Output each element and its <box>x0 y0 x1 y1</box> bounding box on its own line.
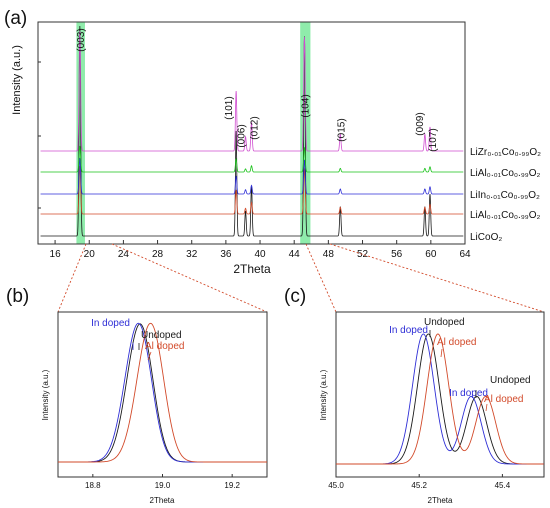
series-line-3 <box>40 145 464 173</box>
series-line-2 <box>40 157 464 195</box>
x-tick-label: 45.4 <box>495 481 511 490</box>
panel-b-x-ticks: 18.8 19.0 19.2 <box>85 474 240 490</box>
x-tick-label: 18.8 <box>85 481 101 490</box>
panel-a-x-axis-label: 2Theta <box>233 262 271 276</box>
panel-c-x-ticks: 45.0 45.2 45.4 <box>328 474 511 490</box>
peak-label: (015) <box>336 118 347 141</box>
annotation-label: Al doped <box>145 341 184 352</box>
x-tick-label: 19.0 <box>155 481 171 490</box>
peak-label: (104) <box>300 94 311 117</box>
peak-label: (012) <box>250 116 261 139</box>
annotation-arrow <box>485 403 488 412</box>
peak-label: (003) <box>76 28 87 51</box>
panel-b-y-axis-label: Intensity (a.u.) <box>41 369 50 420</box>
panel-c-frame <box>335 311 545 478</box>
annotation-label: Undoped <box>490 375 531 386</box>
x-tick-label: 24 <box>118 249 130 260</box>
peak-label: (107) <box>428 128 439 151</box>
x-tick-label: 48 <box>323 249 335 260</box>
series-line-2 <box>336 333 544 465</box>
annotation-label: In doped <box>389 325 428 336</box>
panel-c-x-axis-label: 2Theta <box>428 496 453 505</box>
panel-a-xrd-patterns: (003) (101)(006) (012) (104) (015) (009)(107)… <box>11 21 541 276</box>
series-line-2 <box>58 322 267 463</box>
series-label: LiIn₀.₀₁Co₀.₉₉O₂ <box>470 190 540 201</box>
series-line-4 <box>40 30 464 152</box>
guide-line <box>305 243 337 313</box>
x-tick-label: 60 <box>425 249 437 260</box>
series-line-0 <box>40 25 464 237</box>
annotation-label: Al doped <box>484 394 523 405</box>
panel-a-series-labels: LiCoO₂ LiAl₀.₀₁Co₀.₉₉O₂ LiIn₀.₀₁Co₀.₉₉O₂ Li… <box>470 147 541 243</box>
x-tick-label: 36 <box>220 249 232 260</box>
guide-line <box>111 243 268 313</box>
x-tick-label: 40 <box>254 249 266 260</box>
peak-label: (006) <box>237 124 248 147</box>
x-tick-label: 44 <box>289 249 301 260</box>
highlight-bands <box>76 22 311 244</box>
panel-c-series <box>336 333 544 465</box>
panel-b-x-axis-label: 2Theta <box>150 496 175 505</box>
peak-labels: (003) (101)(006) (012) (104) (015) (009)(107) <box>76 28 439 151</box>
annotation-label: In doped <box>449 388 488 399</box>
panel-a-x-ticks: 16 20 24 28 32 36 40 44 48 52 56 60 64 <box>38 61 471 260</box>
x-tick-label: 19.2 <box>224 481 240 490</box>
guide-line <box>329 243 545 313</box>
panel-label-b: (b) <box>6 286 29 307</box>
annotation-label: Undoped <box>141 330 182 341</box>
series-line-1 <box>40 165 464 215</box>
series-label: LiAl₀.₀₁Co₀.₉₉O₂ <box>470 168 541 179</box>
x-tick-label: 16 <box>50 249 62 260</box>
panel-label-c: (c) <box>284 286 306 307</box>
x-tick-label: 32 <box>186 249 198 260</box>
peak-label: (101) <box>224 96 235 119</box>
x-tick-label: 45.2 <box>411 481 427 490</box>
annotation-label: Undoped <box>424 317 465 328</box>
annotation-arrow <box>147 351 152 361</box>
annotation-arrow <box>440 348 443 358</box>
panel-a-frame <box>37 21 466 245</box>
x-tick-label: 20 <box>84 249 96 260</box>
series-label: LiAl₀.₀₁Co₀.₉₉O₂ <box>470 210 541 221</box>
guide-line <box>57 243 87 313</box>
annotation-label: Al doped <box>437 337 476 348</box>
panel-label-a: (a) <box>4 8 27 29</box>
panel-c-y-axis-label: Intensity (a.u.) <box>319 369 328 420</box>
series-label: LiCoO₂ <box>470 232 502 243</box>
panel-a-series <box>40 25 464 237</box>
x-tick-label: 52 <box>357 249 369 260</box>
x-tick-label: 28 <box>152 249 164 260</box>
x-tick-label: 45.0 <box>328 481 344 490</box>
x-tick-label: 64 <box>459 249 471 260</box>
zoom-guide-lines <box>57 243 545 313</box>
peak-label: (009) <box>415 112 426 135</box>
panel-a-y-axis-label: Intensity (a.u.) <box>11 45 23 115</box>
annotation-label: In doped <box>91 318 130 329</box>
x-tick-label: 56 <box>391 249 403 260</box>
panel-b-series <box>58 322 267 463</box>
series-label: LiZr₀.₀₁Co₀.₉₉O₂ <box>470 147 541 158</box>
